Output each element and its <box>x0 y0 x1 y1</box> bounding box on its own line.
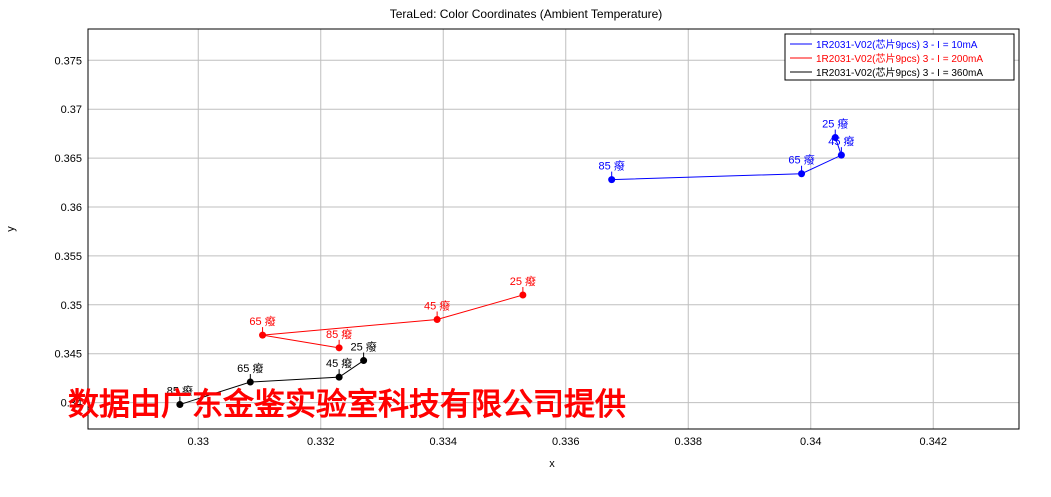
series-layer: 85 癈 65 癈45 癈25 癈85 癈65 癈45 癈25 癈85 癈65 癈… <box>167 117 855 409</box>
x-tick-label: 0.336 <box>552 436 580 448</box>
series-group: 85 癈 65 癈 45 癈 25 癈 <box>167 340 377 409</box>
data-label: 85 癈 <box>599 159 625 173</box>
data-point <box>335 344 343 352</box>
series-group: 85 癈 65 癈 45 癈 25 癈 <box>249 274 536 352</box>
legend-entry: 1R2031-V02(芯片9pcs) 3 - I = 10mA <box>816 38 978 51</box>
series-line <box>611 137 842 181</box>
data-point <box>360 357 368 365</box>
y-tick-label: 0.36 <box>61 202 82 214</box>
data-label: 65 癈 <box>788 153 814 167</box>
data-label: 25 癈 <box>350 340 376 354</box>
grid <box>88 29 1019 429</box>
data-label: 85 癈 <box>167 384 193 398</box>
data-label: 45 癈 <box>424 298 450 312</box>
x-tick-labels: 0.33 0.332 0.334 0.336 0.338 0.34 0.342 <box>188 436 947 448</box>
data-point <box>259 331 267 339</box>
y-tick-labels: 0.34 0.345 0.35 0.355 0.36 0.365 0.37 0.375 <box>54 55 82 409</box>
y-tick-label: 0.35 <box>61 300 82 312</box>
data-label: 65 癈 <box>237 361 263 375</box>
data-point <box>608 176 616 184</box>
data-label: 85 癈 <box>326 327 352 341</box>
x-tick-label: 0.342 <box>919 436 947 448</box>
y-tick-label: 0.365 <box>54 153 82 165</box>
data-point <box>831 134 839 142</box>
data-point <box>176 401 184 409</box>
data-point <box>519 291 527 299</box>
legend-entry: 1R2031-V02(芯片9pcs) 3 - I = 360mA <box>816 66 983 79</box>
y-axis-label: y <box>5 226 17 232</box>
series-line <box>179 360 364 406</box>
y-tick-label: 0.37 <box>61 104 82 116</box>
y-tick-label: 0.375 <box>54 55 82 67</box>
data-point <box>837 151 845 159</box>
x-tick-label: 0.338 <box>674 436 702 448</box>
watermark-text: 数据由广东金鉴实验室科技有限公司提供 <box>68 387 626 423</box>
y-tick-label: 0.345 <box>54 349 82 361</box>
x-axis-label: x <box>549 458 555 470</box>
x-tick-label: 0.33 <box>188 436 209 448</box>
legend-entry: 1R2031-V02(芯片9pcs) 3 - I = 200mA <box>816 52 983 65</box>
plot-frame <box>87 28 1020 430</box>
legend: 1R2031-V02(芯片9pcs) 3 - I = 10mA1R2031-V0… <box>784 33 1015 81</box>
data-label: 65 癈 <box>249 314 275 328</box>
data-label: 45 癈 <box>326 356 352 370</box>
chart-title: TeraLed: Color Coordinates (Ambient Temp… <box>390 7 663 21</box>
data-label: 25 癈 <box>822 117 848 131</box>
y-tick-label: 0.34 <box>61 398 82 410</box>
x-tick-label: 0.332 <box>307 436 335 448</box>
data-point <box>246 378 254 386</box>
data-label: 25 癈 <box>510 274 536 288</box>
legend-box <box>784 33 1015 81</box>
data-point <box>798 170 806 178</box>
data-point <box>335 373 343 381</box>
x-tick-label: 0.34 <box>800 436 821 448</box>
y-tick-label: 0.355 <box>54 251 82 263</box>
x-tick-label: 0.334 <box>429 436 457 448</box>
series-line <box>262 294 524 349</box>
data-point <box>433 315 441 323</box>
